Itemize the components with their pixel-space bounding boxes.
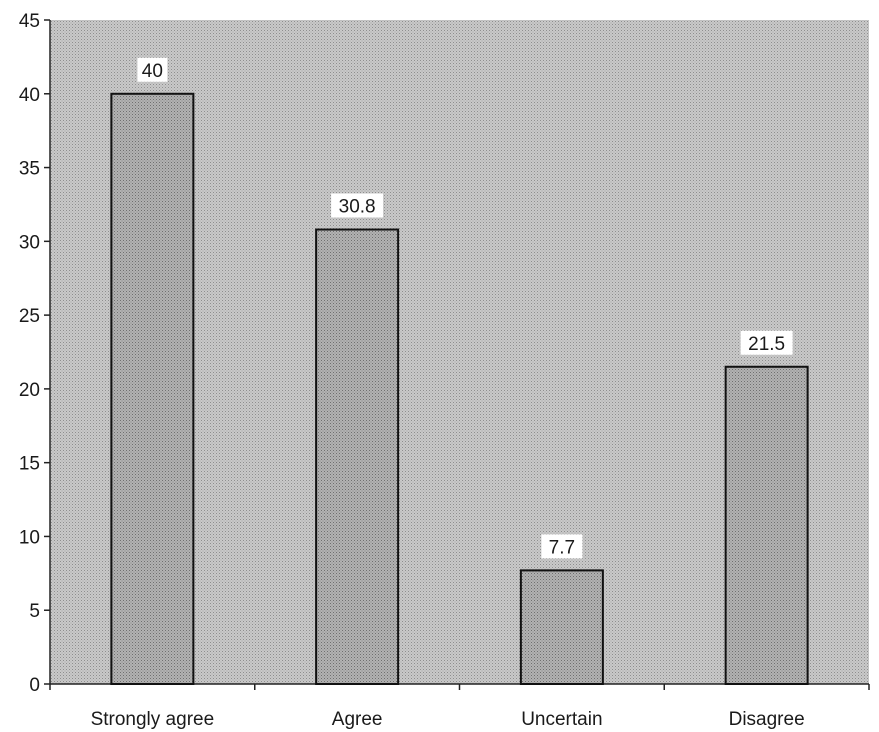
y-tick-label: 20 [19, 380, 40, 401]
y-tick-label: 40 [19, 85, 40, 106]
data-label: 30.8 [339, 197, 376, 218]
data-label-background [740, 330, 793, 355]
y-tick-label: 35 [19, 159, 40, 180]
data-label-background [137, 57, 168, 82]
data-label: 21.5 [748, 334, 785, 355]
bar [315, 228, 400, 685]
y-tick-label: 0 [29, 675, 40, 696]
data-label: 7.7 [549, 537, 575, 558]
y-tick-label: 45 [19, 11, 40, 32]
bar [724, 365, 809, 685]
y-tick-label: 10 [19, 527, 40, 548]
x-tick-label: Strongly agree [91, 709, 215, 730]
bar [519, 569, 604, 685]
y-tick-label: 15 [19, 454, 40, 475]
y-tick-label: 5 [29, 601, 40, 622]
y-tick-label: 30 [19, 232, 40, 253]
x-tick-label: Uncertain [521, 709, 602, 730]
data-labels: 40 30.8 7.7 21.5 [137, 57, 793, 559]
bar [110, 92, 195, 686]
data-label: 40 [142, 61, 163, 82]
x-tick-label: Agree [332, 709, 383, 730]
y-tick-label: 25 [19, 306, 40, 327]
data-label-background [331, 193, 384, 218]
x-axis: Strongly agree Agree Uncertain Disagree [49, 683, 870, 730]
bars [110, 92, 809, 686]
y-axis: 0 5 10 15 20 25 30 35 40 45 [19, 11, 51, 696]
data-label-background [541, 534, 583, 559]
x-tick-label: Disagree [729, 709, 805, 730]
